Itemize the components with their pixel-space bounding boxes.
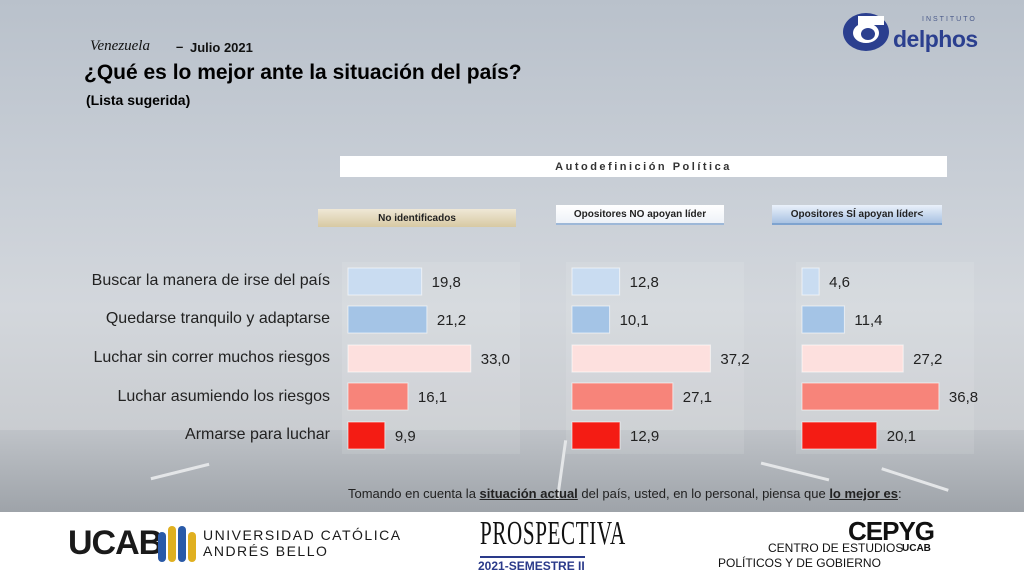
ucab-candles-icon (158, 526, 196, 562)
chart-header-bar: Autodefinición Política (340, 156, 947, 177)
series-label-opositores-si-apoyan: Opositores SÍ apoyan líder< (772, 205, 942, 225)
bar-value-label: 12,8 (630, 274, 659, 291)
bar (571, 421, 621, 450)
question-emphasis: situación actual (479, 486, 578, 501)
bar-value-label: 21,2 (437, 312, 466, 329)
ucab-name-line: ANDRÉS BELLO (203, 543, 329, 559)
subtitle-date: Julio 2021 (190, 40, 253, 55)
bar-chart: 19,8 21,2 33,0 16,1 9,9 12,8 10,1 37,2 27,1 12,9 4… (347, 267, 979, 450)
category-label: Buscar la manera de irse del país (91, 272, 330, 289)
bar (801, 344, 904, 373)
bar-value-label: 9,9 (395, 428, 416, 445)
subtitle-separator: – (176, 39, 184, 54)
bar (571, 267, 621, 296)
chart-title: Autodefinición Política (555, 160, 732, 173)
ucab-logo: UCAB (68, 524, 163, 562)
zoom-watermark: zoom (818, 502, 919, 546)
bar (347, 382, 409, 411)
category-label: Luchar asumiendo los riesgos (117, 388, 330, 405)
page-title: ¿Qué es lo mejor ante la situación del p… (84, 61, 522, 84)
bar (801, 267, 820, 296)
bar (801, 305, 845, 334)
bar (571, 305, 611, 334)
question-emphasis: lo mejor es (829, 486, 898, 501)
category-label: Quedarse tranquilo y adaptarse (105, 310, 330, 327)
prospectiva-logo: PROSPECTIVA (480, 515, 626, 552)
bar-value-label: 20,1 (887, 428, 916, 445)
delphos-mark-icon (843, 13, 889, 51)
subtitle-country: Venezuela (90, 38, 150, 54)
series-label-opositores-no-apoyan: Opositores NO apoyan líder (556, 205, 724, 225)
question-part: del país, usted, en lo personal, piensa … (577, 486, 830, 501)
bar-value-label: 11,4 (854, 312, 882, 329)
bar (571, 344, 711, 373)
bar-value-label: 4,6 (829, 274, 850, 291)
bar-value-label: 36,8 (949, 389, 978, 406)
delphos-institute-label: INSTITUTO (922, 16, 977, 23)
bar-value-label: 37,2 (720, 351, 749, 368)
bar-value-label: 16,1 (418, 389, 447, 406)
bar (347, 344, 472, 373)
prospectiva-divider (480, 556, 585, 558)
bar-value-label: 12,9 (630, 428, 659, 445)
bar (571, 382, 674, 411)
delphos-wordmark: delphos (893, 26, 978, 52)
bar-value-label: 33,0 (481, 351, 510, 368)
question-part: Tomando en cuenta la (348, 486, 480, 501)
cepyg-name-line: CENTRO DE ESTUDIOS (768, 541, 904, 555)
prospectiva-semester: 2021-SEMESTRE II (478, 559, 585, 573)
ucab-name-line: UNIVERSIDAD CATÓLICA (203, 527, 402, 543)
title-note: (Lista sugerida) (86, 92, 191, 108)
category-label: Armarse para luchar (185, 426, 330, 443)
series-label-no-identificados: No identificados (318, 209, 516, 227)
ucab-name: UNIVERSIDAD CATÓLICA ANDRÉS BELLO (203, 527, 402, 559)
bar (801, 382, 940, 411)
bar (801, 421, 878, 450)
bar-value-label: 27,1 (683, 389, 712, 406)
cepyg-ucab-label: UCAB (902, 543, 931, 554)
bar (347, 305, 428, 334)
question-part: : (897, 486, 902, 501)
delphos-logo (842, 12, 1002, 54)
bar (347, 421, 386, 450)
bar-value-label: 27,2 (913, 351, 942, 368)
category-label: Luchar sin correr muchos riesgos (93, 349, 330, 366)
survey-question: Tomando en cuenta la situación actual de… (348, 486, 902, 501)
bar (347, 267, 423, 296)
cepyg-logo: CEPYG (848, 516, 935, 546)
cepyg-name-line: POLÍTICOS Y DE GOBIERNO (718, 556, 881, 570)
bar-value-label: 10,1 (620, 312, 649, 329)
bar-value-label: 19,8 (432, 274, 461, 291)
